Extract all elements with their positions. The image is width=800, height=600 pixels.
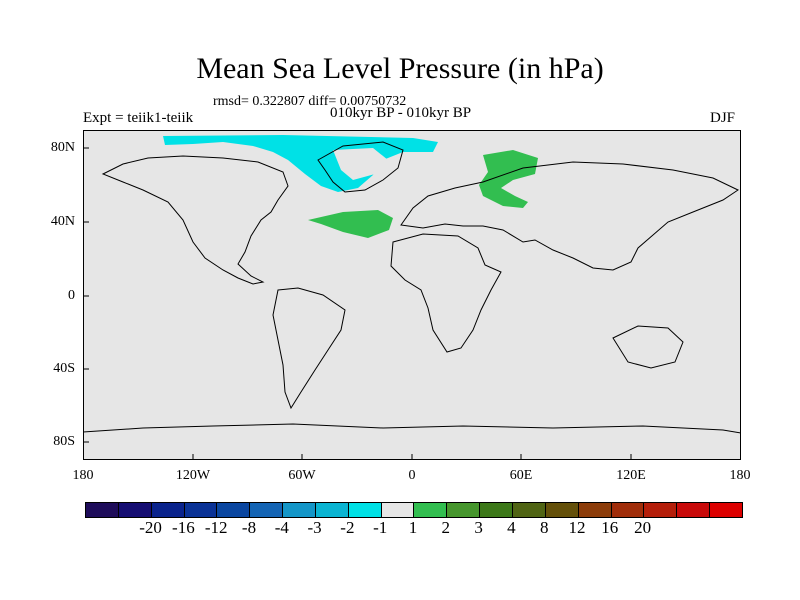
coast-south-america — [272, 287, 346, 410]
period-label: 010kyr BP - 010kyr BP — [330, 105, 472, 121]
coast-north-america — [101, 155, 289, 285]
legend-swatch — [611, 503, 645, 517]
legend-swatch — [184, 503, 218, 517]
lat-label-80s: 80S — [53, 434, 75, 449]
legend-label: -2 — [340, 518, 355, 537]
legend-swatch — [381, 503, 415, 517]
legend-swatch — [217, 503, 251, 517]
coast-greenland — [317, 141, 404, 193]
positive-anomaly-atlantic — [308, 210, 393, 238]
legend-swatch — [151, 503, 185, 517]
legend-label: -8 — [241, 518, 257, 537]
lat-label-0: 0 — [68, 288, 75, 303]
lat-label-40s: 40S — [53, 361, 75, 376]
coast-australia — [612, 325, 684, 369]
legend-swatch — [250, 503, 284, 517]
legend-label: -1 — [373, 518, 388, 537]
chart-title: Mean Sea Level Pressure (in hPa) — [196, 52, 604, 85]
legend-label: -20 — [139, 518, 162, 537]
coast-eurasia — [400, 161, 740, 271]
legend-label: 1 — [408, 518, 418, 537]
lon-label-180e: 180 — [729, 468, 751, 483]
season-label: DJF — [710, 110, 736, 126]
legend-label: -4 — [274, 518, 289, 537]
legend-label: 8 — [539, 518, 549, 537]
world-map — [83, 130, 741, 460]
legend-label: 3 — [474, 518, 483, 537]
stats-text: rmsd= 0.322807 diff= 0.00750732 — [213, 94, 407, 109]
legend-label: 20 — [634, 518, 652, 537]
lon-label-0: 0 — [408, 468, 416, 483]
coast-africa — [390, 233, 502, 353]
lon-label-60w: 60W — [288, 468, 316, 483]
legend-swatch — [545, 503, 579, 517]
anomaly-shading — [163, 135, 538, 238]
lon-label-180w: 180 — [72, 468, 94, 483]
legend-swatch — [315, 503, 349, 517]
greenland-gap — [333, 148, 388, 180]
legend-label: 4 — [507, 518, 516, 537]
map-background — [83, 130, 741, 460]
legend-swatch — [414, 503, 448, 517]
legend-swatch — [644, 503, 678, 517]
legend-swatch — [283, 503, 316, 517]
legend-swatch — [677, 503, 711, 517]
legend-swatch — [480, 503, 513, 517]
lat-label-80n: 80N — [50, 140, 75, 155]
legend-swatch — [118, 503, 152, 517]
lat-label-40n: 40N — [50, 214, 75, 229]
positive-anomaly-scandinavia — [479, 150, 538, 208]
legend-swatch — [512, 503, 546, 517]
legend-label: 12 — [568, 518, 586, 537]
experiment-label: Expt = teiik1-teiik — [83, 110, 194, 126]
legend-label: 2 — [441, 518, 451, 537]
axis-ticks — [83, 147, 632, 460]
legend-swatch — [86, 503, 119, 517]
legend-label: 16 — [601, 518, 619, 537]
coast-antarctica — [83, 423, 741, 434]
legend-label: -3 — [307, 518, 322, 537]
lon-label-120w: 120W — [175, 468, 211, 483]
legend-swatch — [578, 503, 612, 517]
legend-swatch — [447, 503, 481, 517]
coastlines — [83, 141, 741, 434]
color-legend — [85, 502, 743, 518]
legend-label: -16 — [172, 518, 195, 537]
lon-label-120e: 120E — [616, 468, 646, 483]
legend-swatch — [710, 503, 742, 517]
lon-label-60e: 60E — [509, 468, 533, 483]
legend-swatch — [348, 503, 382, 517]
legend-label: -12 — [204, 518, 228, 537]
